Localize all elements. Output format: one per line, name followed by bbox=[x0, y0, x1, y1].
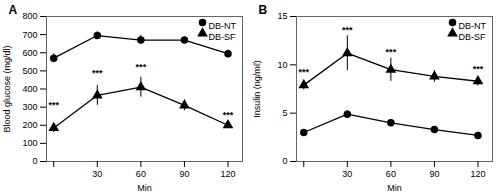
svg-text:10: 10 bbox=[277, 60, 287, 70]
svg-text:***: *** bbox=[342, 25, 353, 35]
svg-text:DB-NT: DB-NT bbox=[459, 21, 487, 31]
svg-text:120: 120 bbox=[220, 169, 235, 179]
svg-text:15: 15 bbox=[277, 11, 287, 21]
svg-text:90: 90 bbox=[429, 169, 439, 179]
svg-text:Min: Min bbox=[387, 183, 402, 193]
svg-text:***: *** bbox=[49, 100, 60, 110]
svg-text:***: *** bbox=[223, 110, 234, 120]
svg-text:200: 200 bbox=[22, 120, 37, 130]
svg-text:***: *** bbox=[473, 64, 484, 74]
svg-text:5: 5 bbox=[282, 108, 287, 118]
svg-text:***: *** bbox=[136, 62, 147, 72]
svg-text:30: 30 bbox=[342, 169, 352, 179]
svg-text:700: 700 bbox=[22, 30, 37, 40]
svg-text:120: 120 bbox=[470, 169, 485, 179]
svg-text:DB-NT: DB-NT bbox=[209, 21, 237, 31]
svg-text:0: 0 bbox=[282, 156, 287, 166]
svg-text:Min: Min bbox=[137, 183, 152, 193]
svg-text:***: *** bbox=[299, 67, 310, 77]
svg-text:800: 800 bbox=[22, 11, 37, 21]
svg-text:Insulin (ng/mℓ): Insulin (ng/mℓ) bbox=[252, 60, 262, 117]
svg-text:DB-SF: DB-SF bbox=[459, 32, 487, 42]
svg-text:***: *** bbox=[386, 47, 397, 57]
svg-text:600: 600 bbox=[22, 48, 37, 58]
svg-text:500: 500 bbox=[22, 66, 37, 76]
svg-text:60: 60 bbox=[386, 169, 396, 179]
svg-text:30: 30 bbox=[92, 169, 102, 179]
svg-text:60: 60 bbox=[136, 169, 146, 179]
svg-text:90: 90 bbox=[179, 169, 189, 179]
svg-text:***: *** bbox=[92, 68, 103, 78]
svg-text:A: A bbox=[9, 3, 18, 17]
svg-text:400: 400 bbox=[22, 84, 37, 94]
svg-text:300: 300 bbox=[22, 102, 37, 112]
svg-text:Blood glucose (mg/dl): Blood glucose (mg/dl) bbox=[2, 45, 12, 132]
svg-text:100: 100 bbox=[22, 138, 37, 148]
svg-text:DB-SF: DB-SF bbox=[209, 32, 237, 42]
svg-text:0: 0 bbox=[32, 156, 37, 166]
svg-text:B: B bbox=[259, 3, 268, 17]
